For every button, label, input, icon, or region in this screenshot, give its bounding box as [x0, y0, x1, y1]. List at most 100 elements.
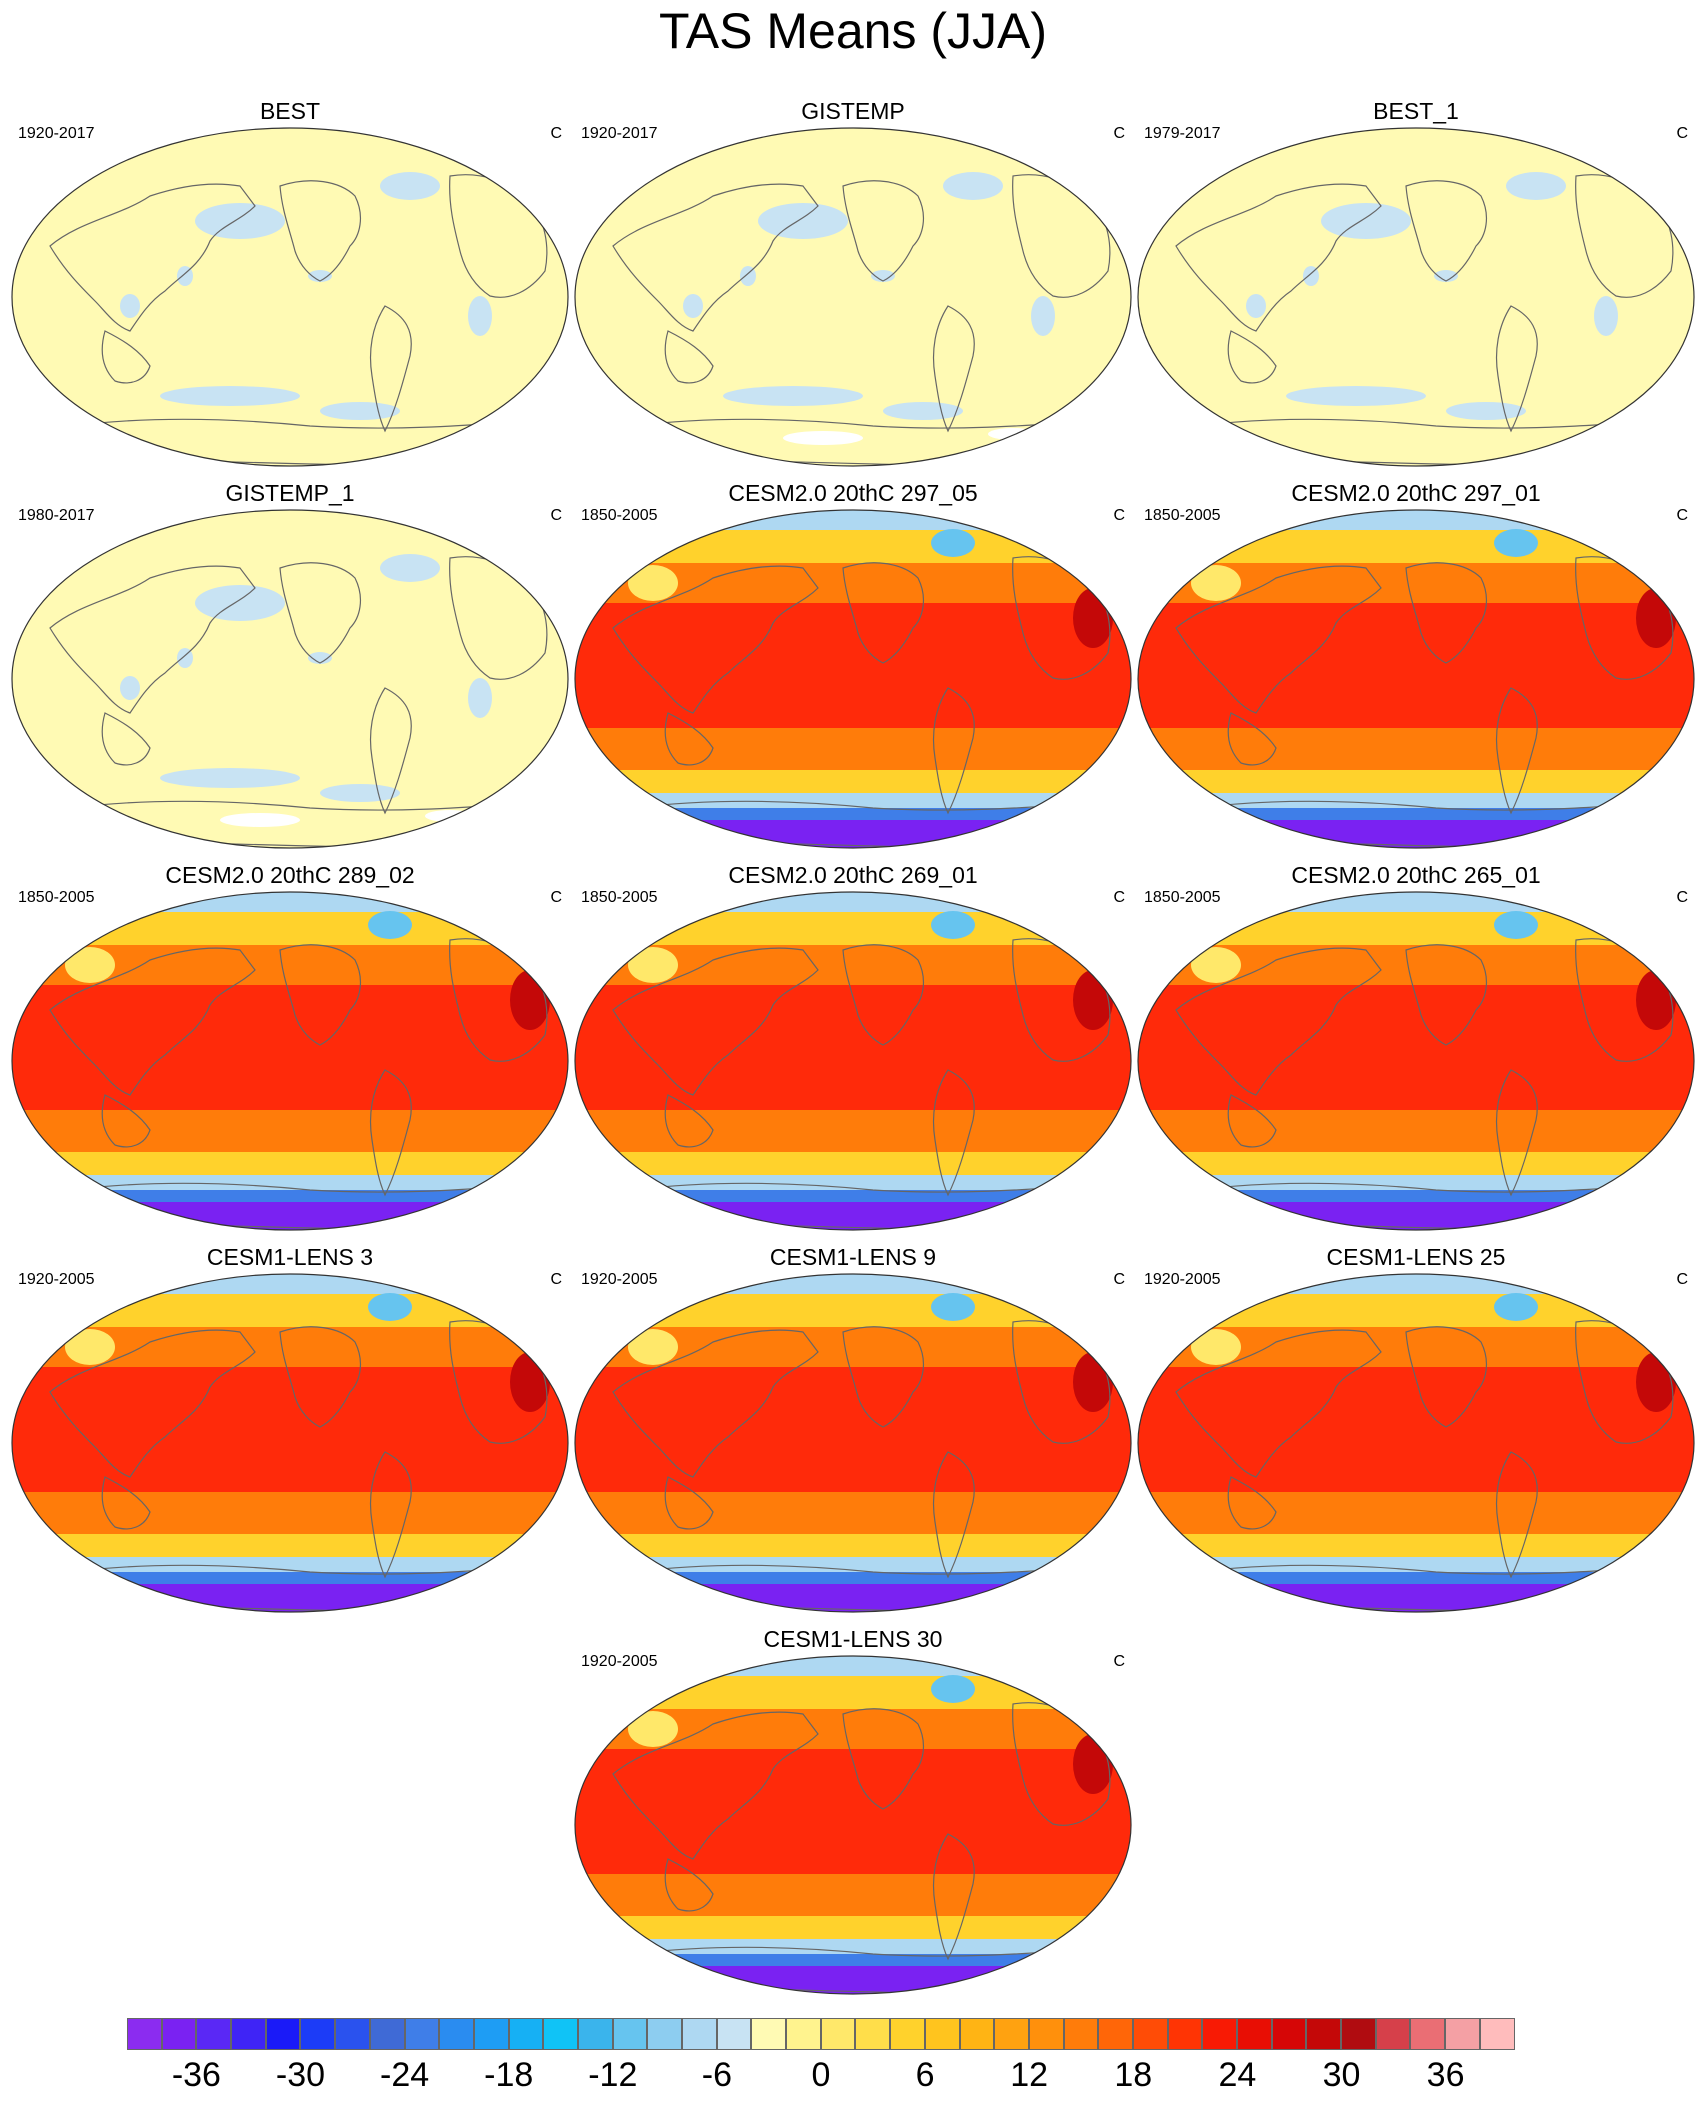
- map-plot: [10, 890, 570, 1232]
- anomaly-patch: [1031, 296, 1055, 336]
- colorbar-cell: [1132, 2018, 1168, 2050]
- anomaly-patch: [883, 402, 963, 420]
- panel-years: 1920-2017: [18, 125, 95, 142]
- map-svg: [574, 509, 1132, 849]
- field-band: [1138, 770, 1694, 793]
- colorbar-cell: [161, 2018, 197, 2050]
- field-band: [575, 1190, 1131, 1202]
- coastline: [49, 183, 256, 332]
- field-band: [575, 603, 1131, 728]
- coastline: [279, 944, 362, 1046]
- field-band: [1138, 985, 1694, 1110]
- colorbar-cell: [1306, 2018, 1342, 2050]
- coastline: [1175, 565, 1382, 714]
- coastline: [101, 712, 151, 766]
- panel-units: C: [1113, 507, 1125, 524]
- field-band: [575, 1274, 1131, 1294]
- coastline: [842, 1708, 925, 1810]
- field-band: [575, 770, 1131, 793]
- coastline: [1495, 1069, 1538, 1197]
- anomaly-patch: [1594, 296, 1618, 336]
- field-band: [1138, 912, 1694, 945]
- field-band: [575, 912, 1131, 945]
- map-panel-cesm2-289-02: CESM2.0 20thC 289_02 1850-2005 C: [10, 862, 570, 1232]
- highland-patch: [1191, 947, 1241, 983]
- field-band: [12, 1152, 568, 1175]
- colorbar-tick-label: -6: [701, 2056, 733, 2094]
- coastline: [1405, 562, 1488, 664]
- map-plot: [573, 126, 1133, 468]
- panel-years: 1920-2005: [581, 1271, 658, 1288]
- greenland-patch: [368, 1293, 412, 1321]
- colorbar-cell: [1237, 2018, 1272, 2050]
- field-band: [575, 1954, 1131, 1966]
- field-band-neutral: [12, 128, 568, 466]
- anomaly-patch: [1303, 266, 1319, 286]
- map-boundary: [11, 509, 569, 849]
- greenland-patch: [931, 911, 975, 939]
- map-panel-lens-9: CESM1-LENS 9 1920-2005 C: [573, 1244, 1133, 1614]
- colorbar-cell: [1167, 2018, 1203, 2050]
- coastline: [1227, 1476, 1277, 1530]
- coastline: [664, 712, 714, 766]
- field-band: [575, 793, 1131, 808]
- hot-patch: [1636, 588, 1676, 648]
- map-boundary: [1137, 891, 1695, 1231]
- panel-units: C: [550, 507, 562, 524]
- panel-units: C: [1676, 889, 1688, 906]
- field-band: [575, 1294, 1131, 1327]
- anomaly-patch: [871, 270, 895, 282]
- map-panel-lens-3: CESM1-LENS 3 1920-2005 C: [10, 1244, 570, 1614]
- anomaly-patch: [683, 294, 703, 318]
- map-panel-cesm2-269-01: CESM2.0 20thC 269_01 1850-2005 C: [573, 862, 1133, 1232]
- anomaly-patch: [380, 554, 440, 582]
- field-band: [1138, 1294, 1694, 1327]
- field-band: [12, 1534, 568, 1557]
- anomaly-patch: [1506, 172, 1566, 200]
- map-svg: [11, 891, 569, 1231]
- coastline: [1495, 1451, 1538, 1579]
- map-plot: [573, 508, 1133, 850]
- colorbar-cell: [820, 2018, 856, 2050]
- coastline: [369, 305, 412, 433]
- panel-units: C: [550, 1271, 562, 1288]
- hot-patch: [1073, 1352, 1113, 1412]
- colorbar-cell: [1445, 2018, 1480, 2050]
- panel-units: C: [550, 889, 562, 906]
- hot-patch: [1073, 1734, 1113, 1794]
- colorbar-cell: [335, 2018, 370, 2050]
- panel-title: CESM2.0 20thC 297_01: [1291, 480, 1541, 506]
- colorbar-cell: [439, 2018, 474, 2050]
- map-plot: [1136, 126, 1696, 468]
- greenland-patch: [931, 1675, 975, 1703]
- map-boundary: [11, 891, 569, 1231]
- field-band: [575, 808, 1131, 820]
- field-band: [575, 1656, 1131, 1676]
- field-band: [575, 1572, 1131, 1584]
- anomaly-patch: [177, 648, 193, 668]
- map-svg: [574, 127, 1132, 467]
- map-svg: [1137, 509, 1695, 849]
- coastline: [932, 1069, 975, 1197]
- colorbar-cell: [369, 2018, 405, 2050]
- colorbar-tick-label: -30: [275, 2056, 326, 2094]
- colorbar-cell: [577, 2018, 613, 2050]
- field-band: [575, 1939, 1131, 1954]
- field-band: [1138, 1492, 1694, 1534]
- coastline: [932, 305, 975, 433]
- anomaly-patch: [320, 402, 400, 420]
- panel-title: GISTEMP_1: [225, 480, 355, 506]
- field-band: [1138, 1152, 1694, 1175]
- panel-years: 1920-2005: [581, 1653, 658, 1670]
- coastline: [842, 562, 925, 664]
- field-band: [12, 1175, 568, 1190]
- colorbar: -36 -30 -24 -18 -12 -6 0 6 12 18 24 30 36: [127, 2018, 1515, 2100]
- anomaly-patch: [943, 172, 1003, 200]
- coastline: [612, 947, 819, 1096]
- field-band: [575, 1874, 1131, 1916]
- coastline: [49, 1329, 256, 1478]
- anomaly-patch: [195, 203, 285, 239]
- colorbar-tick-label: 24: [1218, 2056, 1257, 2094]
- greenland-patch: [1494, 529, 1538, 557]
- coastline: [1405, 944, 1488, 1046]
